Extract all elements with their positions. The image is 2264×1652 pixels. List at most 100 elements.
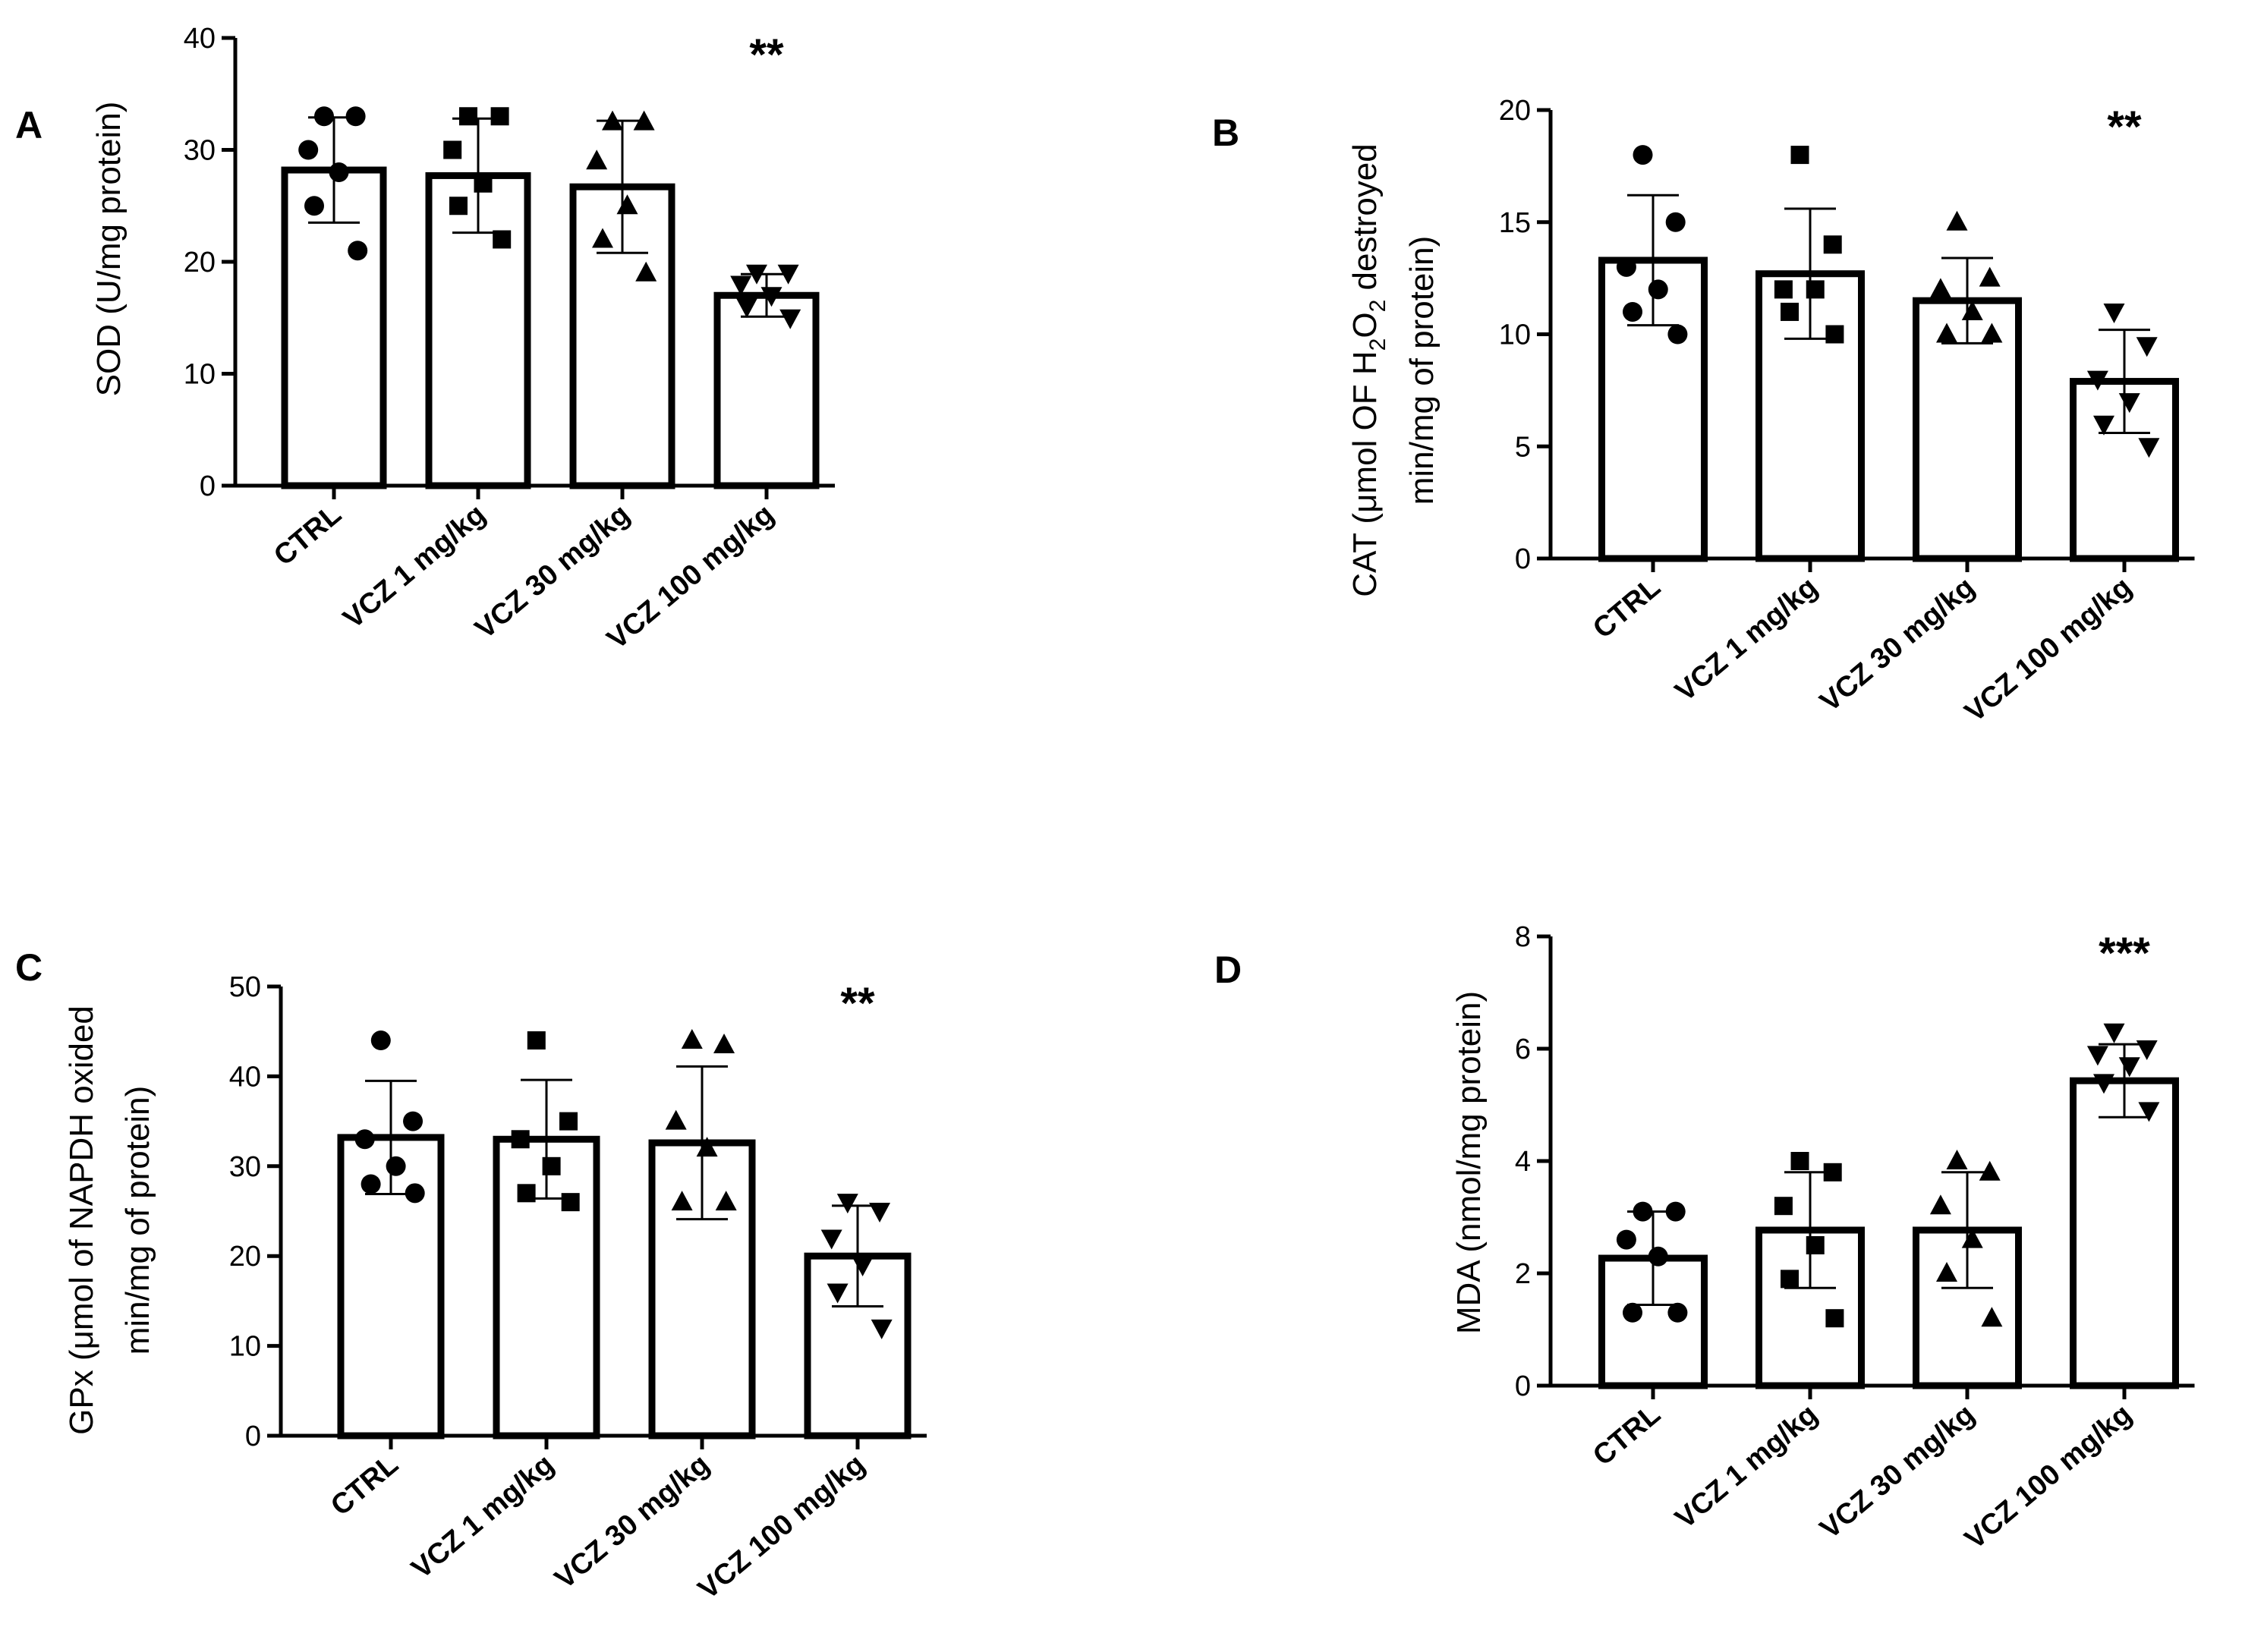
category-label-d: CTRL	[1587, 1399, 1667, 1472]
data-point-a	[777, 264, 799, 285]
y-tick-label-d: 8	[1515, 921, 1531, 953]
data-point-a	[329, 162, 349, 182]
category-label-d: VCZ 30 mg/kg	[1814, 1399, 1981, 1546]
data-point-a	[779, 309, 801, 329]
data-point-c	[559, 1112, 578, 1131]
data-point-d	[2136, 1040, 2158, 1060]
data-point-a	[304, 196, 324, 216]
panel-d: D MDA (nmol/mg protein) 0 2 4 6 8 CTRL VCZ 1 m…	[1214, 921, 2195, 1556]
bar-d	[2070, 1077, 2179, 1389]
data-point-a	[493, 230, 512, 249]
data-point-c	[713, 1033, 735, 1053]
data-point-b	[2086, 370, 2108, 391]
data-point-c	[405, 1183, 425, 1204]
data-point-d	[2103, 1023, 2125, 1043]
data-point-c	[836, 1194, 858, 1214]
data-point-b	[1823, 235, 1842, 254]
y-tick-label-d: 2	[1515, 1258, 1531, 1290]
data-point-b	[1946, 210, 1968, 231]
y-tick-label-b: 10	[1499, 319, 1531, 351]
y-axis-label-c: GPx (μmol of NAPDH oxided	[63, 1005, 100, 1435]
y-tick-label-c: 0	[245, 1421, 261, 1452]
data-point-c	[827, 1283, 849, 1304]
data-point-a	[490, 107, 509, 126]
y-tick-label-c: 10	[229, 1331, 261, 1363]
y-tick-label-d: 0	[1515, 1370, 1531, 1402]
data-point-d	[1633, 1201, 1653, 1222]
data-point-d	[1946, 1150, 1968, 1169]
data-point-c	[715, 1191, 737, 1211]
data-point-a	[635, 261, 657, 282]
data-point-b	[1781, 302, 1799, 321]
data-point-b	[1825, 325, 1844, 344]
y-tick-label-b: 20	[1499, 95, 1531, 127]
data-point-c	[871, 1319, 893, 1339]
data-point-b	[1648, 279, 1668, 300]
category-label-b: VCZ 1 mg/kg	[1669, 571, 1823, 708]
y-axis-label-b: CAT (μmol OF H2O2 destroyed	[1346, 143, 1390, 597]
panel-c: C GPx (μmol of NAPDH oxided min/mg of pr…	[15, 946, 927, 1606]
data-point-c	[852, 1257, 874, 1277]
category-label-b: CTRL	[1587, 571, 1667, 645]
significance-label-b: **	[2107, 102, 2142, 152]
y-tick-label-c: 30	[229, 1151, 261, 1183]
data-point-a	[345, 106, 366, 127]
y-tick-label-c: 40	[229, 1061, 261, 1093]
data-point-d	[1781, 1270, 1799, 1289]
y-tick-label-b: 5	[1515, 431, 1531, 463]
data-point-c	[671, 1191, 693, 1211]
data-point-c	[403, 1111, 424, 1131]
data-point-d	[2118, 1057, 2140, 1078]
data-point-a	[459, 107, 477, 126]
panel-letter-d: D	[1214, 949, 1242, 991]
data-point-c	[386, 1156, 406, 1176]
y-tick-label-b: 0	[1515, 543, 1531, 575]
data-point-a	[633, 110, 655, 131]
data-point-d	[1929, 1194, 1951, 1215]
data-point-b	[1774, 280, 1793, 299]
data-point-a	[586, 149, 608, 170]
data-point-a	[730, 275, 752, 296]
category-label-c: VCZ 1 mg/kg	[405, 1449, 559, 1585]
panel-b: B CAT (μmol OF H2O2 destroyed min/mg of …	[1212, 95, 2195, 728]
data-point-b	[1623, 301, 1642, 322]
data-point-c	[370, 1031, 391, 1051]
y-tick-label-a: 20	[184, 247, 216, 278]
data-point-b	[2138, 438, 2160, 458]
y-tick-label-a: 40	[184, 23, 216, 55]
data-point-c	[665, 1109, 687, 1130]
data-point-c	[820, 1229, 842, 1250]
significance-label-a: **	[749, 30, 784, 80]
panel-letter-c: C	[15, 946, 43, 989]
category-label-c: VCZ 30 mg/kg	[549, 1449, 716, 1596]
data-point-a	[746, 264, 767, 285]
data-point-b	[1929, 278, 1951, 298]
data-point-b	[1981, 323, 2003, 343]
data-point-c	[561, 1193, 580, 1212]
data-point-b	[1961, 300, 1983, 320]
y-tick-label-d: 4	[1515, 1146, 1531, 1178]
y-tick-label-c: 50	[229, 971, 261, 1003]
data-point-d	[1961, 1228, 1983, 1248]
data-point-d	[1823, 1163, 1842, 1182]
data-point-c	[527, 1031, 546, 1050]
y-tick-label-a: 10	[184, 359, 216, 391]
data-point-a	[616, 194, 638, 215]
panel-letter-a: A	[15, 104, 43, 146]
data-point-b	[2103, 303, 2125, 323]
data-point-c	[681, 1029, 703, 1049]
data-point-c	[511, 1130, 530, 1149]
data-point-d	[1665, 1201, 1686, 1222]
data-point-b	[1633, 145, 1653, 165]
data-point-a	[760, 287, 782, 307]
data-point-b	[1806, 280, 1825, 299]
data-point-d	[2138, 1102, 2160, 1122]
significance-label-c: **	[840, 979, 875, 1028]
y-axis-label-c-line2: min/mg of protein)	[119, 1086, 156, 1355]
